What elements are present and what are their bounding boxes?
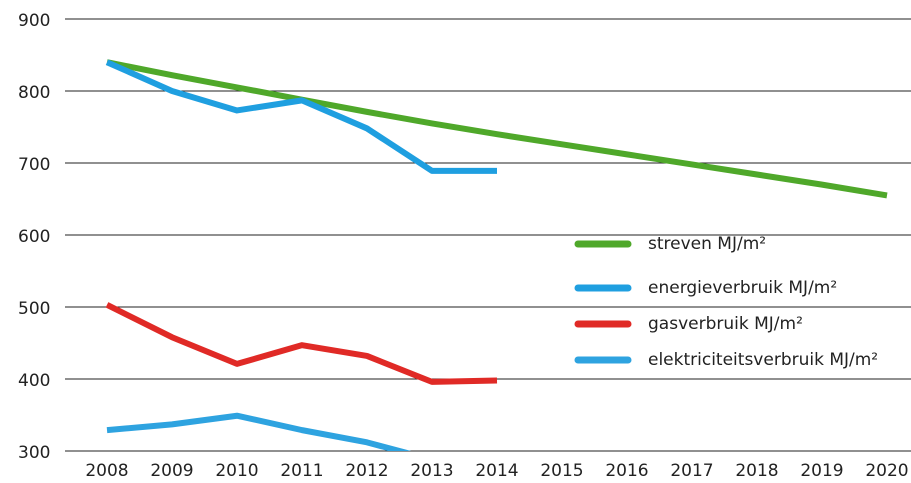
x-tick-label: 2020 <box>865 461 908 481</box>
x-tick-label: 2014 <box>475 461 518 481</box>
x-tick-label: 2010 <box>215 461 258 481</box>
legend-label: energieverbruik MJ/m² <box>648 278 837 298</box>
x-tick-label: 2016 <box>605 461 648 481</box>
x-tick-label: 2013 <box>410 461 453 481</box>
x-tick-label: 2008 <box>85 461 128 481</box>
y-tick-label: 700 <box>18 155 50 175</box>
series-line <box>106 412 412 451</box>
legend-label: gasverbruik MJ/m² <box>648 314 803 334</box>
y-tick-label: 600 <box>18 227 50 247</box>
x-tick-label: 2012 <box>345 461 388 481</box>
x-tick-label: 2018 <box>735 461 778 481</box>
y-tick-label: 900 <box>18 11 50 31</box>
x-tick-label: 2015 <box>540 461 583 481</box>
x-tick-label: 2019 <box>800 461 843 481</box>
y-tick-label: 400 <box>18 371 50 391</box>
legend-label: elektriciteitsverbruik MJ/m² <box>648 350 878 370</box>
x-tick-label: 2017 <box>670 461 713 481</box>
y-tick-label: 500 <box>18 299 50 319</box>
legend-label: streven MJ/m² <box>648 234 766 254</box>
y-tick-label: 300 <box>18 443 50 463</box>
series-line <box>106 59 888 199</box>
series-line <box>105 59 497 174</box>
x-tick-label: 2011 <box>280 461 323 481</box>
x-tick-label: 2009 <box>150 461 193 481</box>
plot-area <box>105 59 888 451</box>
y-tick-label: 800 <box>18 83 50 103</box>
series-line <box>105 302 498 385</box>
